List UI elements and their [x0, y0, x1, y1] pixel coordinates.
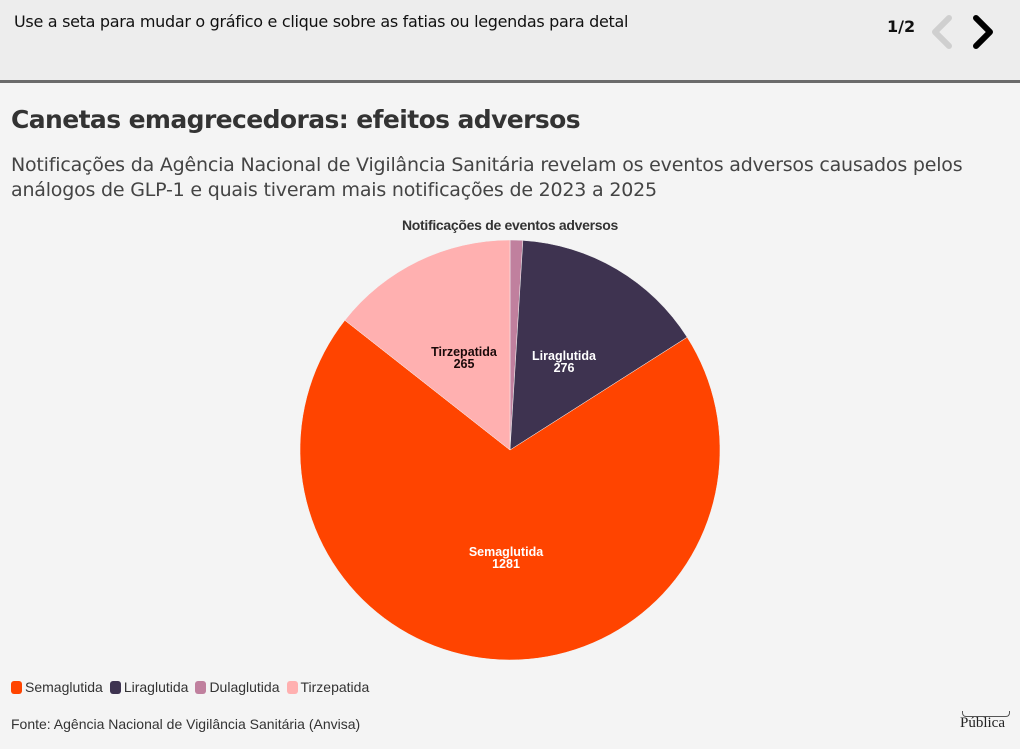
chart-title: Notificações de eventos adversos	[401, 217, 619, 233]
legend-label: Liraglutida	[123, 679, 189, 695]
chevron-right-icon	[973, 15, 993, 49]
legend-label: Dulaglutida	[209, 679, 280, 695]
pie-slice-semaglutida[interactable]	[299, 319, 721, 661]
page-indicator: 1/2	[887, 17, 916, 36]
legend-item-semaglutida[interactable]: Semaglutida	[11, 679, 103, 695]
pie-slice-tirzepatida[interactable]	[344, 239, 511, 451]
next-chart-button[interactable]	[966, 12, 1000, 52]
page-subtitle: Notificações da Agência Nacional de Vigi…	[11, 154, 963, 201]
label-semaglutida-value: 1281	[492, 557, 520, 571]
swatch-icon	[109, 680, 121, 694]
pie-slice-liraglutida[interactable]	[509, 240, 688, 451]
label-liraglutida-value: 276	[554, 361, 575, 375]
logo-mark-icon	[962, 711, 1010, 717]
chevron-left-icon	[932, 15, 952, 49]
label-tirzepatida-name: Tirzepatida	[431, 345, 498, 359]
label-semaglutida-name: Semaglutida	[469, 545, 544, 559]
legend-item-liraglutida[interactable]: Liraglutida	[109, 679, 189, 695]
publica-logo: Pública	[960, 711, 1010, 732]
chart-legend: Semaglutida Liraglutida Dulaglutida Tirz…	[11, 679, 369, 695]
legend-label: Semaglutida	[25, 679, 103, 695]
source-note: Fonte: Agência Nacional de Vigilância Sa…	[11, 716, 361, 732]
instruction-text: Use a seta para mudar o gráfico e clique…	[14, 12, 629, 31]
legend-item-dulaglutida[interactable]: Dulaglutida	[195, 679, 280, 695]
page-title: Canetas emagrecedoras: efeitos adversos	[11, 105, 581, 134]
legend-label: Tirzepatida	[300, 679, 370, 695]
previous-chart-button[interactable]	[925, 12, 959, 52]
swatch-icon	[11, 680, 22, 694]
swatch-icon	[195, 680, 207, 694]
top-bar: Use a seta para mudar o gráfico e clique…	[0, 0, 1020, 83]
label-liraglutida-name: Liraglutida	[532, 349, 597, 363]
swatch-icon	[286, 680, 298, 694]
legend-item-tirzepatida[interactable]: Tirzepatida	[286, 679, 370, 695]
label-tirzepatida-value: 265	[454, 357, 475, 371]
